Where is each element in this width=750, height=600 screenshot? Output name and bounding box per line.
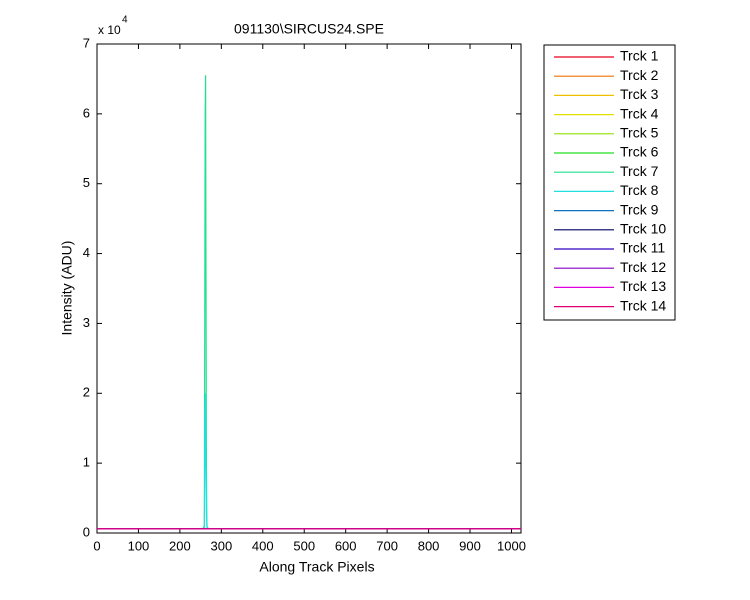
- y-axis-label: Intensity (ADU): [59, 241, 75, 336]
- legend-label: Trck 9: [620, 201, 659, 217]
- y-tick-label: 6: [83, 105, 90, 120]
- legend-label: Trck 13: [620, 278, 666, 294]
- legend-label: Trck 12: [620, 259, 666, 275]
- x-tick-label: 600: [335, 538, 357, 553]
- series-line: [97, 75, 521, 530]
- legend-label: Trck 6: [620, 144, 659, 160]
- x-tick-label: 900: [459, 538, 481, 553]
- x-axis-label: Along Track Pixels: [259, 559, 374, 575]
- legend-label: Trck 7: [620, 163, 659, 179]
- x-tick-label: 1000: [497, 538, 526, 553]
- x-tick-label: 100: [128, 538, 150, 553]
- y-tick-label: 2: [83, 385, 90, 400]
- x-tick-label: 800: [418, 538, 440, 553]
- y-tick-label: 5: [83, 175, 90, 190]
- x-tick-label: 300: [210, 538, 232, 553]
- legend-label: Trck 5: [620, 125, 659, 141]
- plot-frame: [96, 43, 522, 534]
- y-multiplier: x 10: [98, 23, 121, 37]
- series-line: [97, 393, 521, 530]
- legend-label: Trck 4: [620, 105, 659, 121]
- x-tick-label: 700: [376, 538, 398, 553]
- y-tick-label: 3: [83, 315, 90, 330]
- y-tick-label: 1: [83, 455, 90, 470]
- y-multiplier-exponent: 4: [122, 15, 128, 26]
- y-tick-label: 7: [83, 35, 90, 50]
- x-tick-label: 500: [293, 538, 315, 553]
- legend-label: Trck 3: [620, 86, 659, 102]
- x-tick-label: 400: [252, 538, 274, 553]
- legend-label: Trck 2: [620, 67, 659, 83]
- legend-label: Trck 8: [620, 182, 659, 198]
- legend-label: Trck 1: [620, 48, 659, 64]
- y-tick-label: 0: [83, 524, 90, 539]
- legend-label: Trck 10: [620, 221, 666, 237]
- legend-label: Trck 11: [620, 240, 665, 256]
- legend-label: Trck 14: [620, 297, 666, 313]
- x-tick-label: 0: [93, 538, 100, 553]
- legend-box: [543, 44, 676, 321]
- chart-title: 091130\SIRCUS24.SPE: [234, 21, 384, 37]
- x-tick-label: 200: [169, 538, 191, 553]
- y-tick-label: 4: [83, 245, 90, 260]
